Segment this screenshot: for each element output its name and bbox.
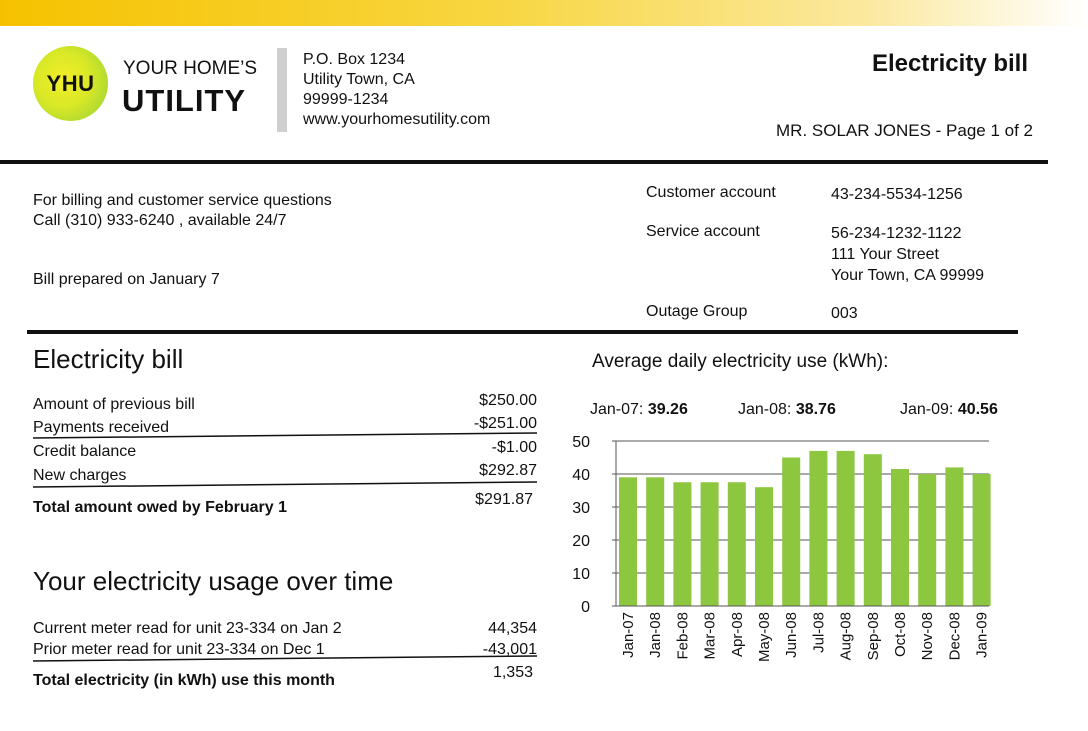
x-tick-label: Jan-07 [620, 612, 637, 658]
average-jan-09: Jan-09: 40.56 [900, 401, 998, 419]
average-label: Jan-09: [900, 401, 958, 418]
usage-row-label: Prior meter read for unit 23-334 on Dec … [33, 641, 325, 658]
header-divider [277, 48, 287, 132]
usage-row-label: Current meter read for unit 23-334 on Ja… [33, 620, 342, 637]
bar [945, 467, 964, 606]
company-address: P.O. Box 1234 Utility Town, CA 99999-123… [303, 50, 490, 130]
bill-row-label: New charges [33, 467, 127, 484]
bill-row-value: $292.87 [479, 462, 537, 479]
x-tick-label: Aug-08 [838, 612, 855, 660]
bar [619, 477, 637, 606]
service-account-details: 56-234-1232-1122 111 Your Street Your To… [831, 223, 984, 286]
page-info: MR. SOLAR JONES - Page 1 of 2 [776, 121, 1033, 140]
x-tick-label: Dec-08 [946, 612, 963, 660]
contact-info: For billing and customer service questio… [33, 191, 332, 231]
y-tick-label: 30 [572, 500, 590, 517]
bill-total-value: $291.87 [475, 491, 533, 508]
x-tick-label: Jun-08 [783, 612, 800, 658]
x-tick-label: Jan-09 [974, 612, 991, 658]
bill-row-label: Payments received [33, 419, 170, 436]
bar [755, 487, 773, 606]
x-tick-label: Jan-08 [647, 612, 664, 658]
average-label: Jan-08: [738, 401, 796, 418]
service-address-line: 111 Your Street [831, 246, 939, 263]
y-tick-label: 40 [572, 467, 590, 484]
service-account-value: 56-234-1232-1122 [831, 225, 962, 242]
brand-line-1: YOUR HOME’S [123, 58, 258, 79]
average-jan-07: Jan-07: 39.26 [590, 401, 688, 419]
bar [836, 450, 855, 606]
outage-group-value: 003 [831, 305, 858, 322]
top-gradient-bar [0, 0, 1088, 26]
usage-total-label: Total electricity (in kWh) use this mont… [33, 672, 335, 689]
average-value: 38.76 [795, 401, 836, 418]
average-value: 39.26 [647, 401, 688, 418]
bill-row-value: -$1.00 [491, 439, 537, 456]
customer-account-value: 43-234-5534-1256 [831, 186, 963, 203]
chart-title: Average daily electricity use (kWh): [592, 351, 889, 372]
logo-text: YHU [46, 70, 95, 96]
x-tick-label: Nov-08 [919, 612, 936, 660]
bill-total-label: Total amount owed by February 1 [33, 499, 287, 516]
address-line: Utility Town, CA [303, 71, 415, 88]
x-tick-label: Mar-08 [702, 612, 719, 660]
usage-row-value: 44,354 [488, 620, 537, 637]
customer-account-label: Customer account [646, 184, 776, 201]
header-rule [0, 160, 1048, 164]
usage-bar-chart: 0 10 20 30 40 50 Jan-07 Jan-08 Feb-08 Mar-08 Apr-0… [572, 434, 991, 662]
website-link[interactable]: www.yourhomesutility.com [303, 111, 491, 128]
usage-total-value: 1,353 [492, 664, 533, 681]
average-label: Jan-07: [590, 401, 648, 418]
average-jan-08: Jan-08: 38.76 [738, 401, 836, 419]
usage-underline [33, 655, 538, 662]
y-tick-label: 0 [581, 599, 590, 616]
bar [646, 477, 665, 606]
outage-group-label: Outage Group [646, 303, 748, 320]
bill-row-value: -$251.00 [473, 415, 537, 432]
logo-badge: YHU [33, 46, 108, 121]
bar [863, 454, 882, 606]
x-tick-label: Sep-08 [865, 612, 882, 660]
service-account-label: Service account [646, 223, 760, 240]
bar [891, 469, 909, 606]
x-tick-label: May-08 [756, 612, 773, 662]
y-tick-label: 20 [572, 533, 590, 550]
bar [700, 482, 719, 606]
y-tick-label: 10 [572, 566, 590, 583]
bill-underline [33, 432, 538, 439]
x-tick-label: Feb-08 [674, 612, 691, 660]
usage-row-value: -43,001 [482, 641, 537, 658]
bar [727, 482, 746, 606]
brand-line-2: UTILITY [122, 83, 247, 118]
prepared-date: Bill prepared on January 7 [33, 271, 220, 288]
bar [782, 457, 801, 606]
bill-row-label: Amount of previous bill [33, 396, 195, 413]
bill-heading: Electricity bill [33, 344, 184, 374]
average-value: 40.56 [957, 401, 998, 418]
contact-line: For billing and customer service questio… [33, 192, 332, 209]
address-line: 99999-1234 [303, 91, 389, 108]
x-tick-label: Apr-08 [729, 612, 746, 657]
bill-row-value: $250.00 [479, 392, 537, 409]
bill-underline [33, 481, 538, 488]
x-tick-label: Oct-08 [892, 612, 909, 657]
bar [972, 474, 991, 606]
y-tick-label: 50 [572, 434, 590, 451]
bar [809, 450, 828, 606]
document-title: Electricity bill [871, 50, 1028, 77]
section-rule [27, 330, 1018, 334]
address-line: P.O. Box 1234 [303, 51, 405, 68]
x-tick-label: Jul-08 [810, 612, 827, 653]
bar [673, 482, 692, 606]
service-address-line: Your Town, CA 99999 [831, 267, 985, 284]
usage-heading: Your electricity usage over time [33, 566, 394, 596]
bill-row-label: Credit balance [33, 443, 137, 460]
contact-phone: Call (310) 933-6240 , available 24/7 [33, 212, 287, 229]
bar [918, 474, 937, 606]
